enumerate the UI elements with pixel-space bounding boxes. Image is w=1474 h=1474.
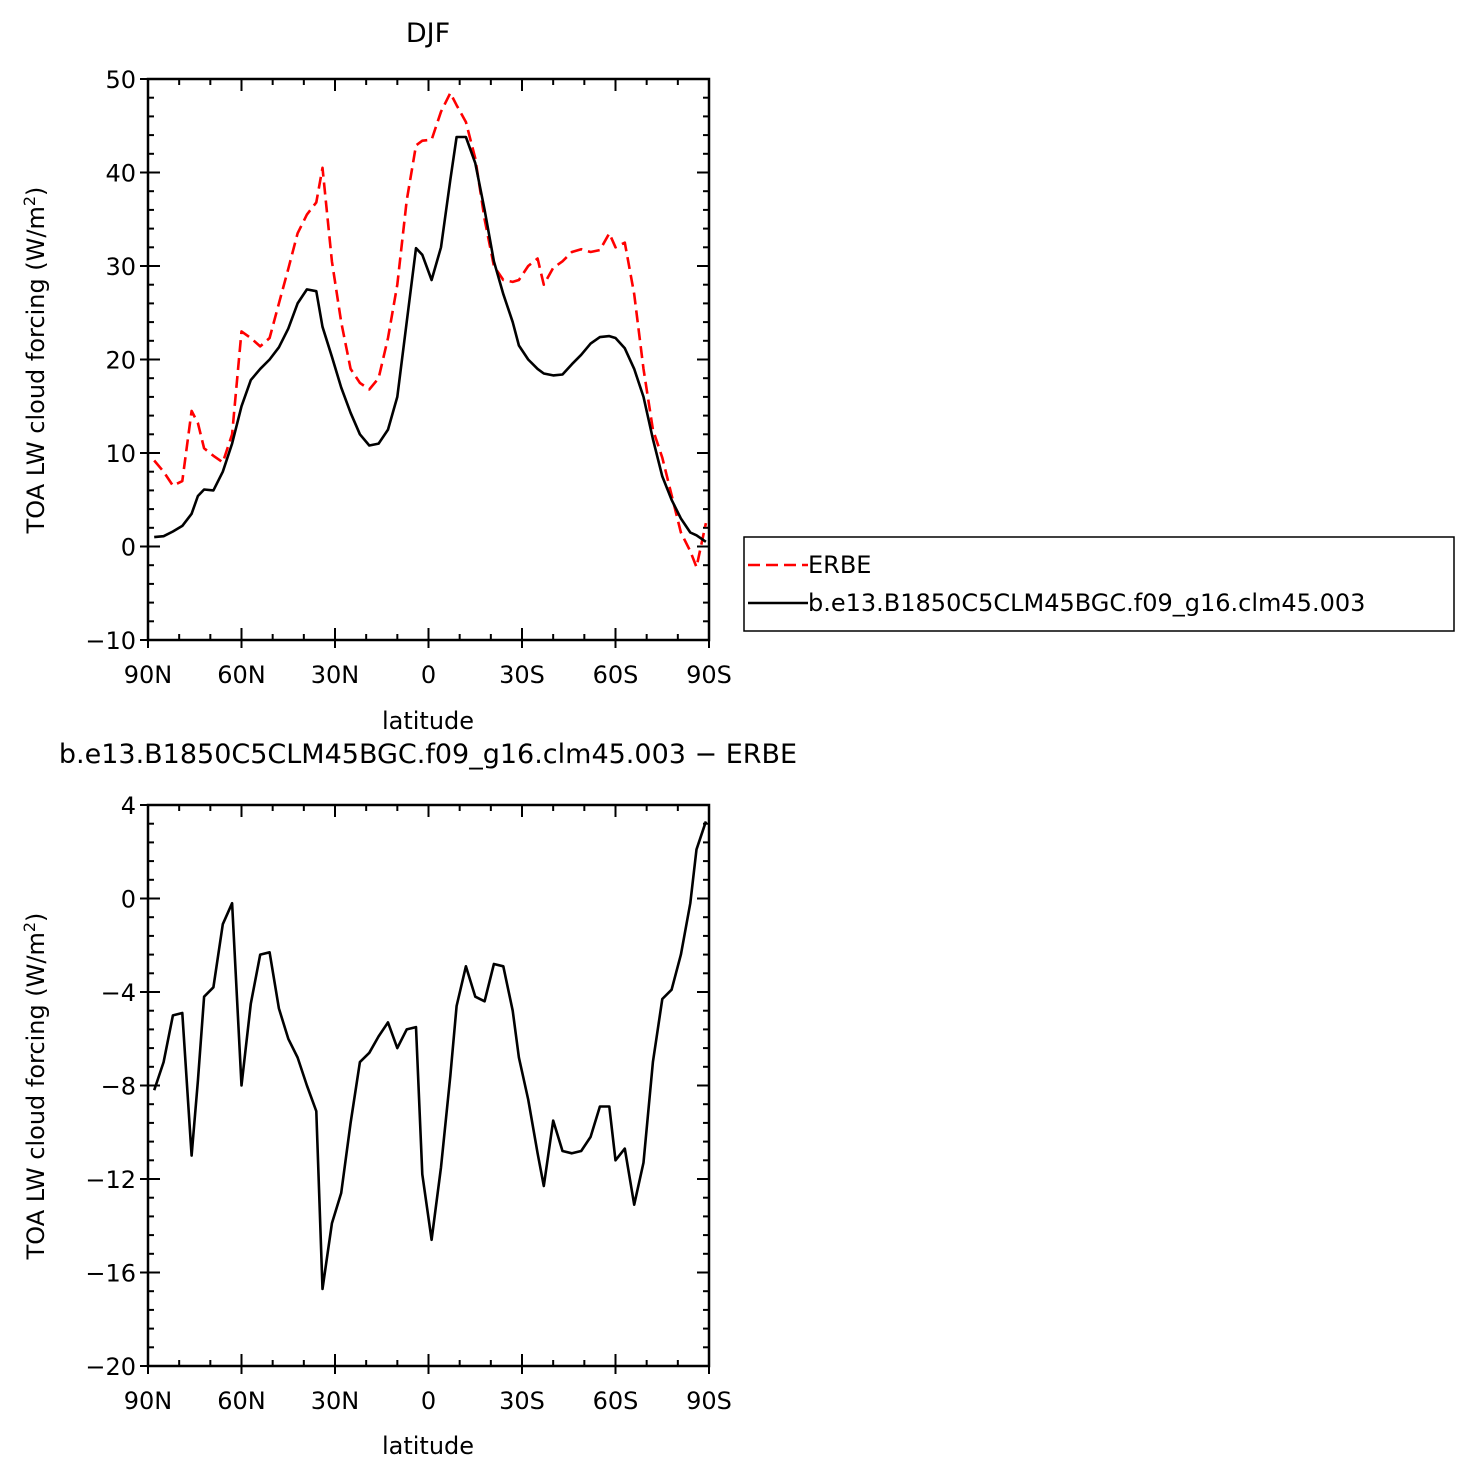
bottom-x-axis-label: latitude xyxy=(382,1432,474,1460)
top-y-axis-label-sup: 2 xyxy=(20,196,39,206)
bottom-axis-ticks xyxy=(140,804,710,1374)
top-y-axis-label: TOA LW cloud forcing (W/m2) xyxy=(20,187,50,535)
top-panel: DJF −10 0 10 20 30 40 50 90N 60N 30N 0 30S 60S 90S l… xyxy=(20,18,732,735)
x-tick-label: 30N xyxy=(311,1387,360,1415)
x-tick-label: 60S xyxy=(593,1387,639,1415)
y-tick-label: 0 xyxy=(121,886,136,914)
top-y-axis-label-close: ) xyxy=(22,187,50,196)
bottom-panel: b.e13.B1850C5CLM45BGC.f09_g16.clm45.003 … xyxy=(20,739,797,1460)
y-tick-label: −4 xyxy=(101,979,136,1007)
x-tick-label: 0 xyxy=(421,661,436,689)
y-tick-label: 30 xyxy=(105,253,136,281)
x-tick-label: 90N xyxy=(124,661,173,689)
top-x-tick-labels: 90N 60N 30N 0 30S 60S 90S xyxy=(124,661,732,689)
x-tick-label: 60S xyxy=(593,661,639,689)
bottom-plot-frame xyxy=(146,803,711,1368)
series-line-b-e13-b1850c5clm45bgc-f09-g16-clm45-003 xyxy=(154,135,707,543)
y-tick-label: −10 xyxy=(85,627,136,655)
bottom-y-axis-label-main: TOA LW cloud forcing (W/m xyxy=(22,932,50,1260)
x-tick-label: 60N xyxy=(217,1387,266,1415)
bottom-y-axis-label-close: ) xyxy=(22,913,50,922)
bottom-series-group xyxy=(152,820,708,1291)
bottom-y-axis-label-sup: 2 xyxy=(20,922,39,932)
x-tick-label: 30S xyxy=(499,661,545,689)
y-tick-label: −20 xyxy=(85,1353,136,1381)
y-tick-label: 4 xyxy=(121,792,136,820)
x-tick-label: 30N xyxy=(311,661,360,689)
top-plot-frame xyxy=(146,77,711,642)
y-tick-label: 0 xyxy=(121,534,136,562)
x-tick-label: 90S xyxy=(686,1387,732,1415)
legend: ERBE b.e13.B1850C5CLM45BGC.f09_g16.clm45… xyxy=(743,536,1455,632)
x-tick-label: 0 xyxy=(421,1387,436,1415)
series-line-erbe xyxy=(153,91,708,569)
bottom-y-tick-labels: −20 −16 −12 −8 −4 0 4 xyxy=(85,792,136,1381)
top-axis-ticks xyxy=(140,78,710,648)
x-tick-label: 60N xyxy=(217,661,266,689)
bottom-x-tick-labels: 90N 60N 30N 0 30S 60S 90S xyxy=(124,1387,732,1415)
x-tick-label: 90N xyxy=(124,1387,173,1415)
bottom-y-axis-label: TOA LW cloud forcing (W/m2) xyxy=(20,913,50,1261)
top-x-axis-label: latitude xyxy=(382,707,474,735)
bottom-chart-title: b.e13.B1850C5CLM45BGC.f09_g16.clm45.003 … xyxy=(59,739,797,770)
y-tick-label: −12 xyxy=(85,1166,136,1194)
legend-label-model: b.e13.B1850C5CLM45BGC.f09_g16.clm45.003 xyxy=(808,589,1365,617)
y-tick-label: −16 xyxy=(85,1260,136,1288)
y-tick-label: −8 xyxy=(101,1073,136,1101)
top-y-axis-label-main: TOA LW cloud forcing (W/m xyxy=(22,206,50,534)
y-tick-label: 50 xyxy=(105,66,136,94)
x-tick-label: 90S xyxy=(686,661,732,689)
x-tick-label: 30S xyxy=(499,1387,545,1415)
y-tick-label: 20 xyxy=(105,347,136,375)
y-tick-label: 40 xyxy=(105,160,136,188)
y-tick-label: 10 xyxy=(105,440,136,468)
top-series-group xyxy=(153,91,708,569)
top-y-tick-labels: −10 0 10 20 30 40 50 xyxy=(85,66,136,655)
legend-box xyxy=(743,536,1455,632)
top-chart-title: DJF xyxy=(406,18,450,49)
legend-label-erbe: ERBE xyxy=(808,551,871,579)
series-line-diff-0 xyxy=(152,820,708,1291)
